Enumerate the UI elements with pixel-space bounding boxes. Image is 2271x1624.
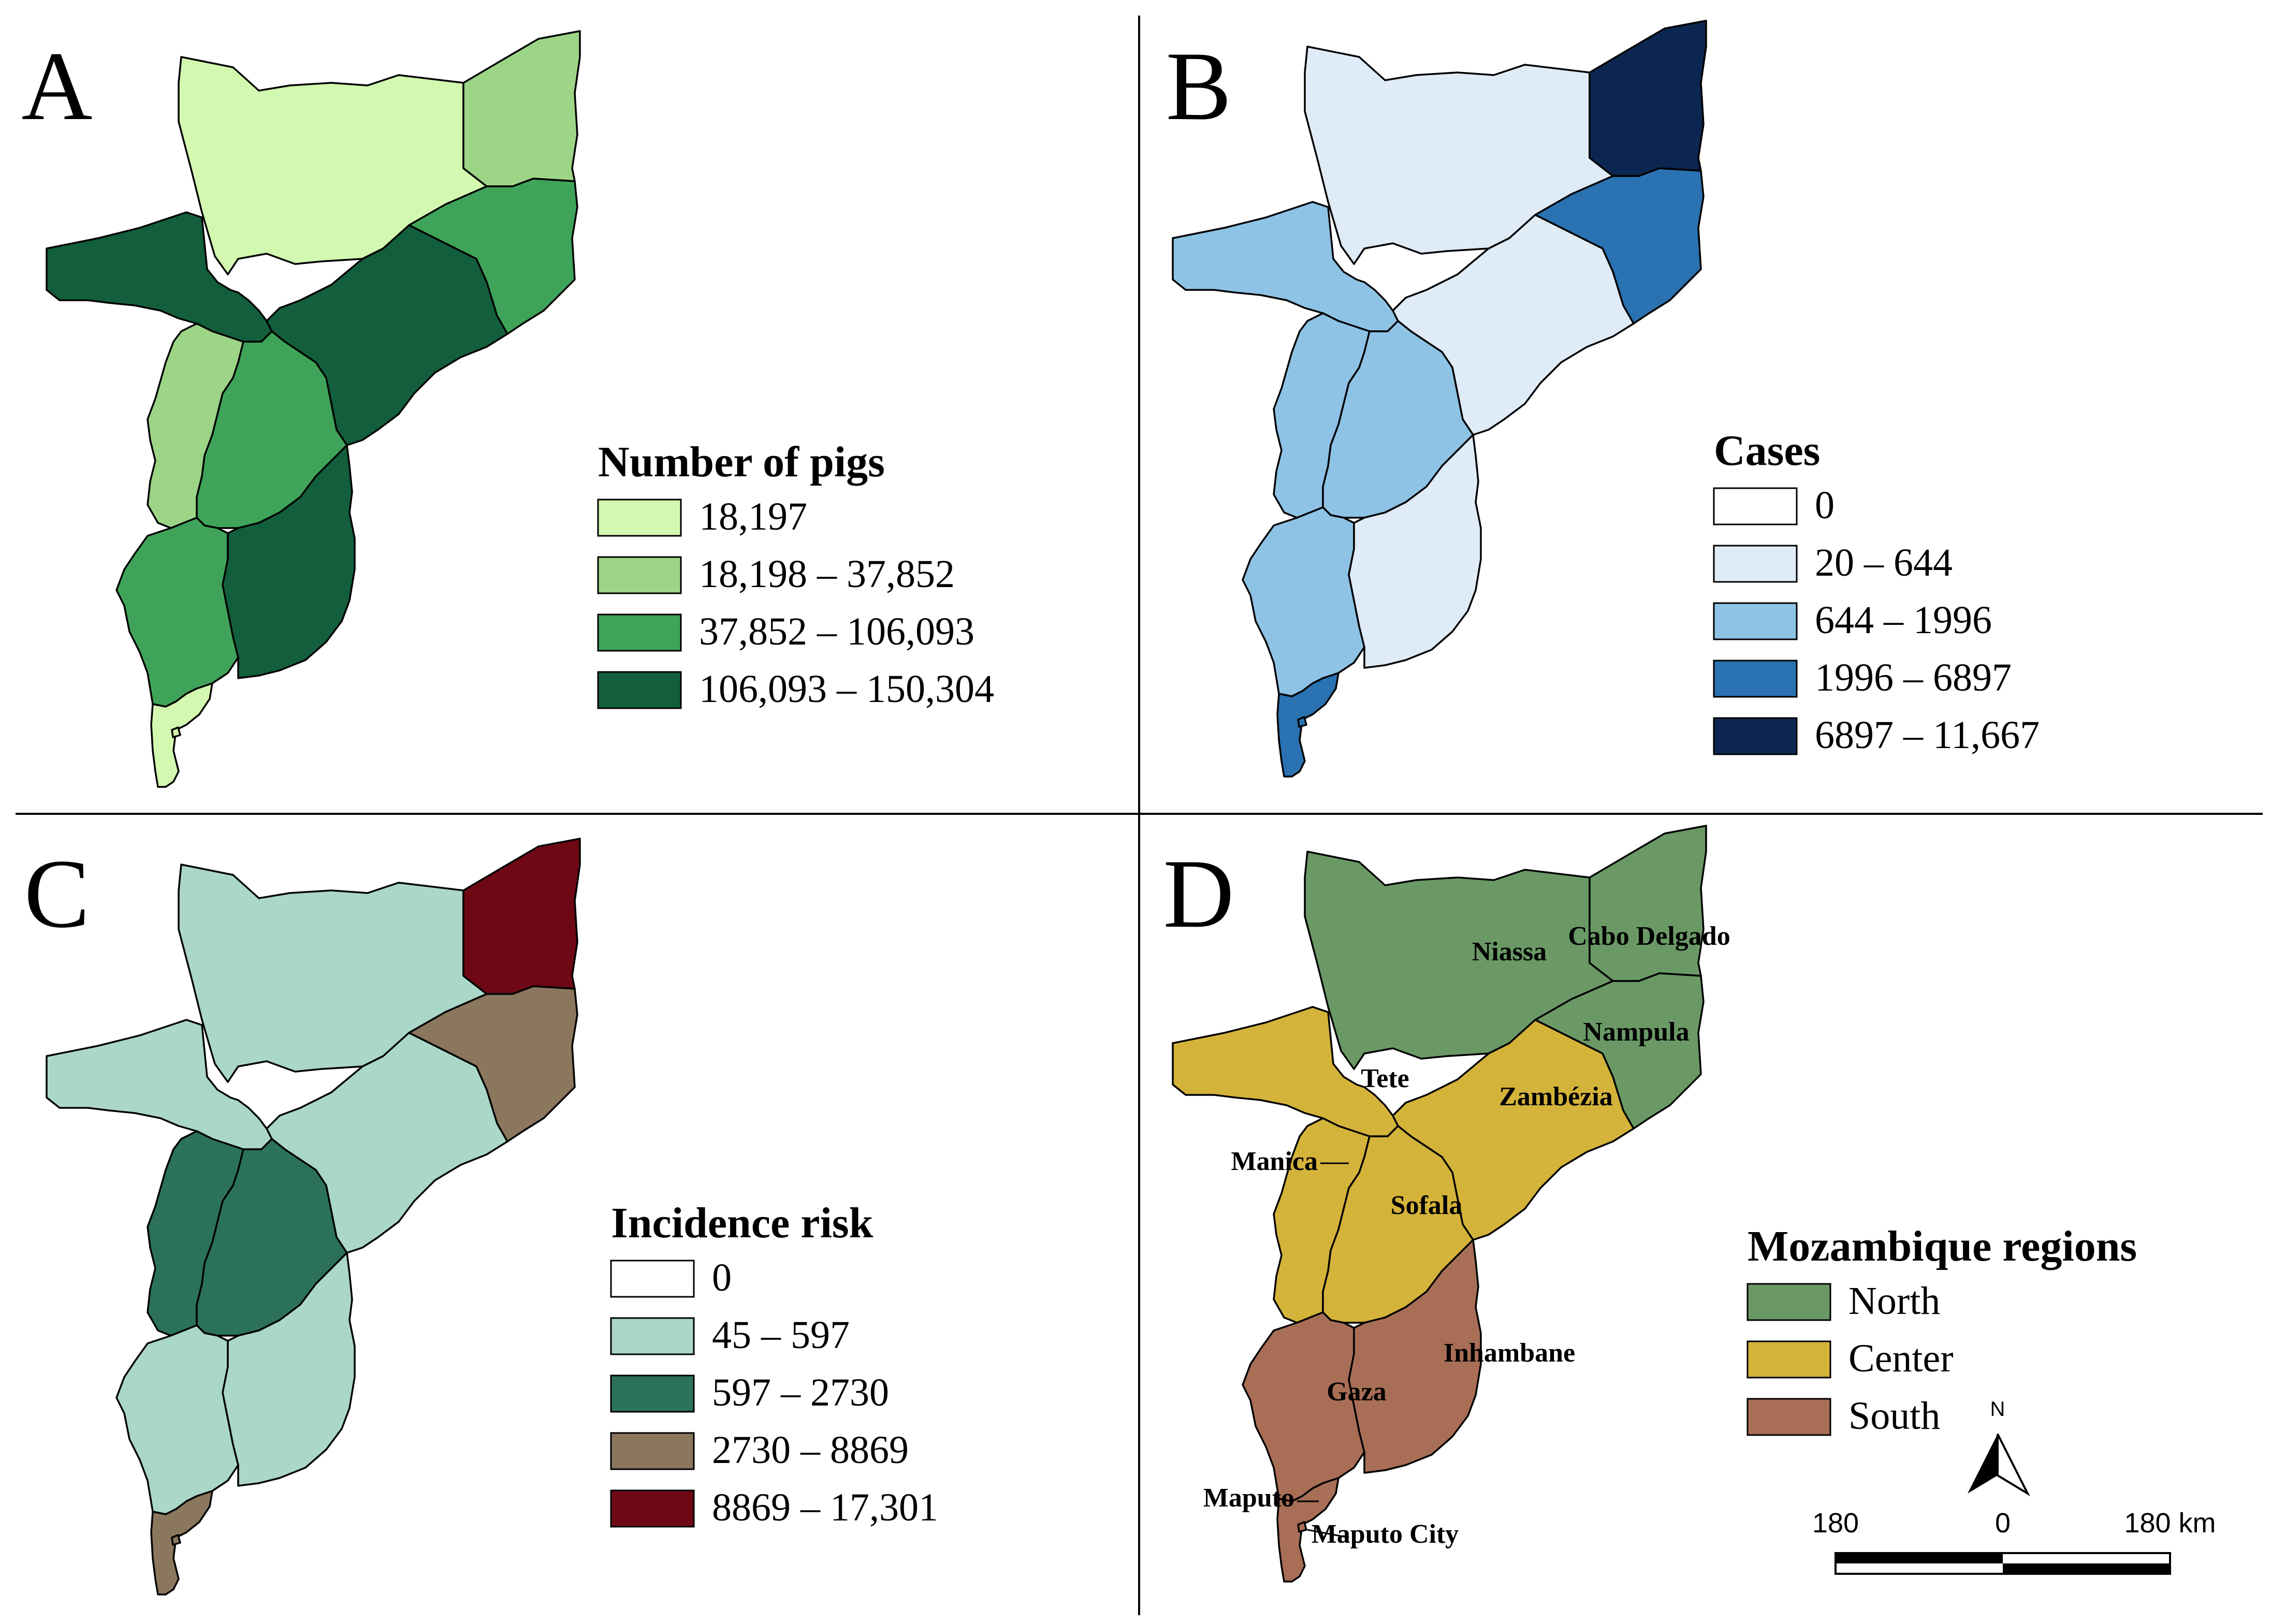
province-gaza xyxy=(1242,1311,1365,1502)
legend-swatch xyxy=(1746,1283,1831,1321)
province-gaza xyxy=(115,517,239,708)
panel-letter: D xyxy=(1163,840,1234,948)
legend-swatch xyxy=(1713,545,1798,583)
province-cabo-delgado xyxy=(462,30,581,187)
province-label-tete: Tete xyxy=(1361,1064,1409,1093)
legend-label: 106,093 – 150,304 xyxy=(699,667,994,711)
panel-letter: A xyxy=(21,32,92,141)
legend-label: 45 – 597 xyxy=(712,1313,850,1357)
province-label-gaza: Gaza xyxy=(1327,1377,1387,1407)
legend-label: 18,197 xyxy=(699,495,807,538)
legend-label: South xyxy=(1848,1394,1940,1438)
legend-swatch xyxy=(597,613,682,652)
panel-a: A Number of pigs 18,197 18,198 – 37,852 37,8… xyxy=(21,30,994,788)
legend-title: Number of pigs xyxy=(598,438,885,486)
province-label-nampula: Nampula xyxy=(1583,1017,1689,1047)
panel-letter: B xyxy=(1166,32,1232,141)
legend-swatch xyxy=(1713,717,1798,755)
province-cabo-delgado xyxy=(1589,825,1707,982)
province-maputo-city xyxy=(1297,716,1307,728)
legend: Mozambique regions North Center South xyxy=(1746,1222,2137,1438)
province-label-maputo: Maputo xyxy=(1203,1483,1294,1513)
province-maputo-city xyxy=(1297,1521,1307,1533)
panel-d: D Niassa Cabo Delgado Nampula Tete Zambézia Ma… xyxy=(1163,825,2137,1583)
legend-title: Cases xyxy=(1714,427,1820,475)
legend-swatch xyxy=(610,1374,695,1413)
legend: Cases 0 20 – 644 644 – 1996 1996 – 6897 6897 … xyxy=(1713,427,2040,757)
leader-line-maputo-city xyxy=(1307,1529,1349,1539)
legend-swatch xyxy=(1713,602,1798,640)
province-label-niassa: Niassa xyxy=(1472,937,1547,967)
legend-swatch xyxy=(597,499,682,537)
legend-title: Incidence risk xyxy=(611,1199,874,1247)
legend-swatch xyxy=(1746,1398,1831,1436)
legend-label: 2730 – 8869 xyxy=(712,1428,909,1472)
province-label-inhambane: Inhambane xyxy=(1444,1338,1575,1368)
scale-bar: 180 0 180 km xyxy=(1812,1508,2216,1575)
panel-b: B Cases 0 20 – 644 644 – 1996 1996 – 6897 6897… xyxy=(1166,20,2040,778)
legend-label: 18,198 – 37,852 xyxy=(699,552,955,596)
legend-swatch xyxy=(1713,487,1798,525)
mozambique-map xyxy=(46,838,581,1596)
legend-swatch xyxy=(610,1317,695,1355)
legend-label: 8869 – 17,301 xyxy=(712,1486,938,1529)
legend: Number of pigs 18,197 18,198 – 37,852 37,85… xyxy=(597,438,994,711)
province-label-cabo-delgado: Cabo Delgado xyxy=(1568,921,1730,951)
province-cabo-delgado xyxy=(462,838,581,995)
legend-swatch xyxy=(1713,660,1798,698)
scale-label: 180 xyxy=(1812,1508,1859,1539)
province-inhambane xyxy=(222,444,356,679)
panel-c: C Incidence risk 0 45 – 597 597 – 2730 2730 –… xyxy=(24,838,938,1596)
legend-label: 0 xyxy=(1815,484,1835,527)
legend-label: 597 – 2730 xyxy=(712,1371,889,1414)
province-inhambane xyxy=(222,1252,356,1487)
legend-label: 37,852 – 106,093 xyxy=(699,610,974,653)
legend-label: 644 – 1996 xyxy=(1815,598,1992,642)
province-inhambane xyxy=(1348,1239,1482,1474)
legend-swatch xyxy=(597,556,682,594)
province-label-sofala: Sofala xyxy=(1391,1191,1463,1220)
north-arrow-icon: N xyxy=(1968,1398,2030,1497)
legend-label: 1996 – 6897 xyxy=(1815,656,2012,699)
province-label-maputo-city: Maputo City xyxy=(1312,1519,1459,1549)
legend-label: 6897 – 11,667 xyxy=(1815,713,2040,757)
legend-swatch xyxy=(597,671,682,709)
legend: Incidence risk 0 45 – 597 597 – 2730 2730 – … xyxy=(610,1199,938,1529)
legend-label: 0 xyxy=(712,1256,732,1299)
mozambique-map: Niassa Cabo Delgado Nampula Tete Zambézia Man… xyxy=(1172,825,1730,1583)
province-label-manica: Manica xyxy=(1231,1147,1318,1176)
province-inhambane xyxy=(1348,434,1482,669)
legend-label: 20 – 644 xyxy=(1815,541,1953,584)
province-label-zambezia: Zambézia xyxy=(1499,1082,1613,1111)
legend-title: Mozambique regions xyxy=(1748,1222,2137,1270)
legend-swatch xyxy=(610,1489,695,1528)
province-maputo-city xyxy=(171,726,181,738)
legend-swatch xyxy=(1746,1340,1831,1379)
province-gaza xyxy=(1242,506,1365,697)
mozambique-map xyxy=(1172,20,1707,778)
north-label: N xyxy=(1990,1398,2005,1421)
legend-label: North xyxy=(1848,1279,1940,1323)
province-maputo-city xyxy=(171,1534,181,1546)
panel-letter: C xyxy=(24,840,90,948)
province-gaza xyxy=(115,1324,239,1515)
legend-swatch xyxy=(610,1260,695,1298)
legend-label: Center xyxy=(1848,1337,1954,1380)
province-cabo-delgado xyxy=(1589,20,1707,177)
scale-label: 180 km xyxy=(2124,1508,2216,1539)
scale-label: 0 xyxy=(1995,1508,2011,1539)
mozambique-map xyxy=(46,30,581,788)
legend-swatch xyxy=(610,1432,695,1470)
